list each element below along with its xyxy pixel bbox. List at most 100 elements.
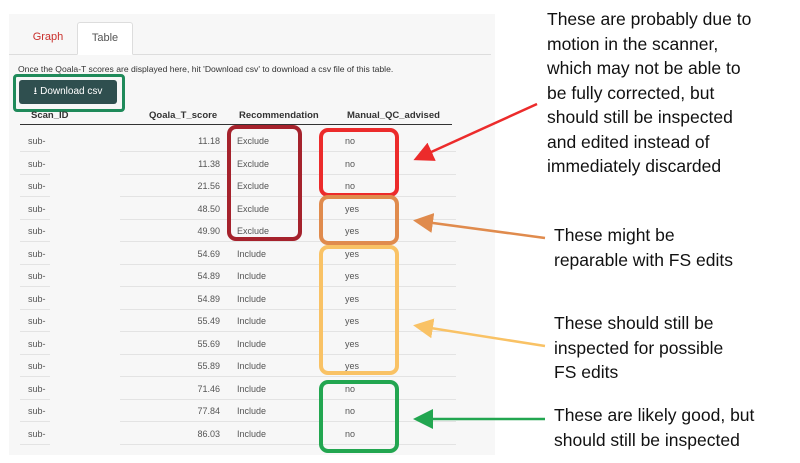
annotation-line: and edited instead of <box>547 131 710 152</box>
cell-recommendation: Include <box>237 338 267 349</box>
cell-scan-id: sub- <box>28 338 46 349</box>
row-divider <box>20 173 50 175</box>
annotation-inspect: These should still be inspected for possi… <box>554 311 723 385</box>
cell-score: 49.90 <box>197 226 220 236</box>
cell-scan-id: sub- <box>28 361 46 371</box>
cell-score: 55.89 <box>197 361 220 371</box>
column-header-score[interactable]: Qoala_T_score <box>149 110 218 121</box>
cell-manual-qc: yes <box>345 293 360 304</box>
cell-manual-qc: no <box>345 428 356 439</box>
row-divider <box>120 376 456 377</box>
row-divider <box>20 308 50 310</box>
cell-scan-id: sub- <box>28 136 46 146</box>
row-divider <box>20 376 50 377</box>
table-row[interactable]: sub- 54.89 Include yes <box>20 265 456 287</box>
row-divider <box>120 308 456 310</box>
table-row[interactable]: sub- 54.69 Include yes <box>20 243 456 265</box>
row-divider <box>120 241 456 242</box>
annotation-line: should still be inspected <box>547 107 733 127</box>
tab-table[interactable]: Table <box>77 22 133 55</box>
annotation-line: These should still be <box>554 313 714 333</box>
header-divider <box>20 124 452 125</box>
cell-recommendation: Include <box>237 361 267 371</box>
cell-scan-id: sub- <box>28 158 46 169</box>
table-row[interactable]: sub- 21.56 Exclude no <box>20 175 456 197</box>
cell-scan-id: sub- <box>28 293 46 304</box>
cell-recommendation: Include <box>237 293 267 304</box>
table-row[interactable]: sub- 77.84 Include no <box>20 400 456 422</box>
cell-manual-qc: no <box>345 383 356 394</box>
row-divider <box>20 218 50 220</box>
table-row[interactable]: sub- 48.50 Exclude yes <box>20 198 456 220</box>
annotation-line: FS edits <box>554 362 619 382</box>
table-row[interactable]: sub- 49.90 Exclude yes <box>20 220 456 242</box>
table-row[interactable]: sub- 71.46 Include no <box>20 378 456 400</box>
download-highlight-box <box>13 74 125 112</box>
row-divider <box>20 196 50 197</box>
cell-manual-qc: yes <box>345 271 360 281</box>
inspect-highlight-box <box>319 245 399 375</box>
cell-scan-id: sub- <box>28 271 46 281</box>
column-header-scan-id[interactable]: Scan_ID <box>31 110 69 121</box>
row-divider <box>120 353 456 355</box>
cell-recommendation: Include <box>237 406 267 416</box>
table-row[interactable]: sub- 55.69 Include yes <box>20 333 456 355</box>
row-divider <box>120 151 456 152</box>
annotation-line: be fully corrected, but <box>547 82 715 103</box>
table-row[interactable]: sub- 55.49 Include yes <box>20 310 456 332</box>
cell-score: 21.56 <box>197 181 220 191</box>
cell-manual-qc: yes <box>345 226 360 236</box>
table-row[interactable]: sub- 54.89 Include yes <box>20 288 456 310</box>
cell-recommendation: Exclude <box>237 226 270 236</box>
cell-scan-id: sub- <box>28 248 46 259</box>
row-divider <box>120 218 456 220</box>
cell-manual-qc: yes <box>345 338 360 349</box>
cell-scan-id: sub- <box>28 316 46 326</box>
cell-recommendation: Exclude <box>237 136 270 146</box>
tab-bar: Graph Table <box>9 22 491 55</box>
cell-score: 55.69 <box>197 338 220 349</box>
column-header-manual-qc[interactable]: Manual_QC_advised <box>347 110 440 121</box>
row-divider <box>120 443 456 445</box>
cell-score: 54.69 <box>197 248 220 259</box>
cell-score: 86.03 <box>197 428 220 439</box>
cell-recommendation: Include <box>237 316 267 326</box>
cell-scan-id: sub- <box>28 226 46 236</box>
cell-score: 77.84 <box>197 406 220 416</box>
row-divider <box>20 421 50 422</box>
table-row[interactable]: sub- 55.89 Include yes <box>20 355 456 377</box>
table-row[interactable]: sub- 86.03 Include no <box>20 423 456 445</box>
annotation-line: inspected for possible <box>554 337 724 358</box>
cell-score: 11.18 <box>198 136 220 146</box>
row-divider <box>20 398 50 400</box>
annotation-likely-good: These are likely good, but should still b… <box>554 403 754 452</box>
table-row[interactable]: sub- 11.38 Exclude no <box>20 153 456 175</box>
row-divider <box>120 263 456 265</box>
cell-recommendation: Include <box>237 428 267 439</box>
cell-scan-id: sub- <box>28 428 46 439</box>
arrow-red <box>413 102 538 161</box>
table-description: Once the Qoala-T scores are displayed he… <box>18 64 394 74</box>
row-divider <box>120 421 456 422</box>
row-divider <box>120 331 456 332</box>
row-divider <box>20 151 50 152</box>
annotation-line: should still be inspected <box>554 429 740 450</box>
arrow-yellow <box>413 318 546 348</box>
row-divider <box>20 263 50 265</box>
cell-scan-id: sub- <box>28 406 46 416</box>
cell-scan-id: sub- <box>28 383 46 394</box>
download-csv-button[interactable]: ⭳ Download csv <box>19 80 117 104</box>
cell-recommendation: Include <box>237 271 267 281</box>
cell-manual-qc: yes <box>345 248 360 259</box>
row-divider <box>120 286 456 287</box>
download-csv-label: Download csv <box>40 86 103 97</box>
cell-scan-id: sub- <box>28 181 46 191</box>
column-header-recommendation[interactable]: Recommendation <box>239 110 319 121</box>
annotation-line: which may not be able to <box>547 58 741 78</box>
cell-recommendation: Exclude <box>237 203 270 214</box>
annotation-line: immediately discarded <box>547 156 722 176</box>
tab-graph[interactable]: Graph <box>32 31 64 43</box>
table-row[interactable]: sub- 11.18 Exclude no <box>20 130 456 152</box>
cell-score: 11.38 <box>198 158 220 169</box>
